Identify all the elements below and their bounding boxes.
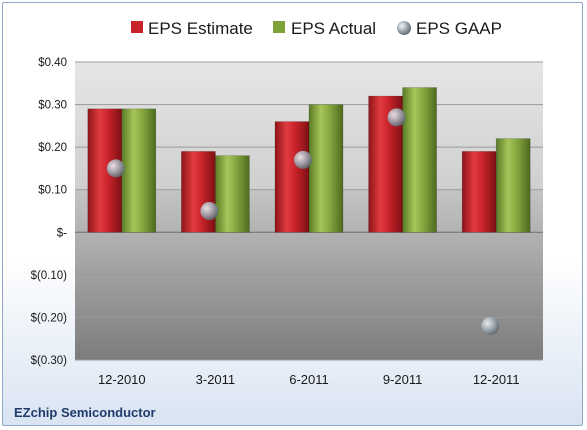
gaap-marker bbox=[294, 150, 312, 169]
legend-swatch-eps-estimate bbox=[131, 21, 143, 33]
x-tick-label: 12-2011 bbox=[473, 372, 520, 387]
gaap-marker bbox=[481, 316, 500, 335]
y-axis: $0.40 $0.30 $0.20 $0.10 $- $(0.10) $(0.20) $(0.… bbox=[31, 57, 68, 367]
gaap-marker bbox=[387, 108, 406, 127]
y-tick-label: $0.40 bbox=[38, 57, 67, 69]
bar-eps-actual bbox=[121, 108, 157, 233]
bar-eps-actual bbox=[215, 155, 250, 233]
gaap-marker bbox=[200, 202, 219, 220]
company-name: EZchip Semiconductor bbox=[14, 405, 156, 420]
legend-swatch-eps-gaap bbox=[397, 21, 411, 35]
y-tick-label: $- bbox=[57, 227, 67, 239]
y-tick-label: $0.30 bbox=[38, 100, 67, 112]
y-tick-label: $(0.30) bbox=[31, 355, 68, 367]
legend-label-eps-actual: EPS Actual bbox=[291, 19, 376, 38]
x-tick-label: 6-2011 bbox=[289, 372, 329, 387]
legend-label-eps-gaap: EPS GAAP bbox=[416, 19, 502, 38]
y-tick-label: $0.20 bbox=[38, 142, 67, 154]
gaap-marker bbox=[106, 159, 125, 178]
gaap-markers bbox=[106, 108, 500, 335]
y-tick-label: $(0.10) bbox=[31, 270, 68, 282]
y-tick-label: $0.10 bbox=[38, 185, 67, 197]
legend: EPS Estimate EPS Actual EPS GAAP bbox=[131, 19, 502, 38]
x-axis: 12-2010 3-2011 6-2011 9-2011 12-2011 bbox=[98, 372, 520, 387]
bar-eps-actual bbox=[308, 104, 344, 233]
bar-eps-estimate bbox=[274, 121, 310, 233]
x-tick-label: 9-2011 bbox=[383, 372, 423, 387]
legend-label-eps-estimate: EPS Estimate bbox=[148, 19, 253, 38]
x-tick-label: 12-2010 bbox=[98, 372, 146, 387]
x-tick-label: 3-2011 bbox=[196, 372, 236, 387]
y-tick-label: $(0.20) bbox=[31, 312, 68, 324]
bar-eps-actual bbox=[402, 87, 437, 233]
bar-eps-actual bbox=[495, 138, 531, 233]
legend-swatch-eps-actual bbox=[273, 21, 285, 33]
bar-eps-estimate bbox=[181, 151, 216, 233]
bar-eps-estimate bbox=[461, 151, 497, 233]
